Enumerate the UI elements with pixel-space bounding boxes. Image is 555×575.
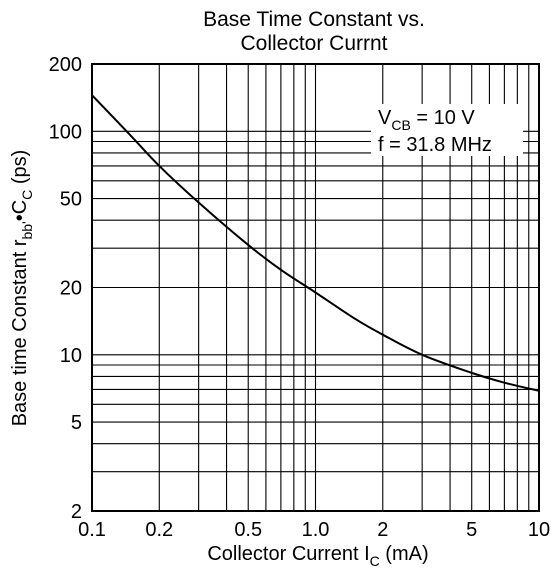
x-tick-label: 2 [377,519,388,541]
x-tick-label: 10 [528,519,550,541]
y-tick-label: 10 [60,345,82,367]
series-line [91,94,540,392]
y-tick-label: 2 [71,501,82,523]
annotation-background [371,104,523,156]
y-tick-label: 20 [60,278,82,300]
y-tick-label: 5 [71,412,82,434]
x-tick-label: 0.1 [78,519,106,541]
x-tick-labels: 0.1 0.2 0.5 1.0 2 5 10 [78,519,550,541]
y-tick-label: 100 [49,121,82,143]
chart-title-line2: Collector Currnt [240,32,387,55]
x-tick-label: 0.2 [145,519,173,541]
y-tick-labels: 2 5 10 20 50 100 200 [49,54,82,523]
plot-frame [91,63,540,512]
annotation-frequency: f = 31.8 MHz [378,134,492,156]
chart-title-line1: Base Time Constant vs. [203,8,425,31]
y-axis-label: Base time Constant rbb'•CC (ps) [9,150,35,427]
y-tick-label: 50 [60,189,82,211]
x-tick-label: 0.5 [234,519,262,541]
x-tick-label: 5 [466,519,477,541]
x-axis-label: Collector Current IC (mA) [207,543,428,569]
annotation-vcb: VCB = 10 V [378,107,475,133]
x-tick-label: 1.0 [302,519,330,541]
y-tick-label: 200 [49,54,82,76]
